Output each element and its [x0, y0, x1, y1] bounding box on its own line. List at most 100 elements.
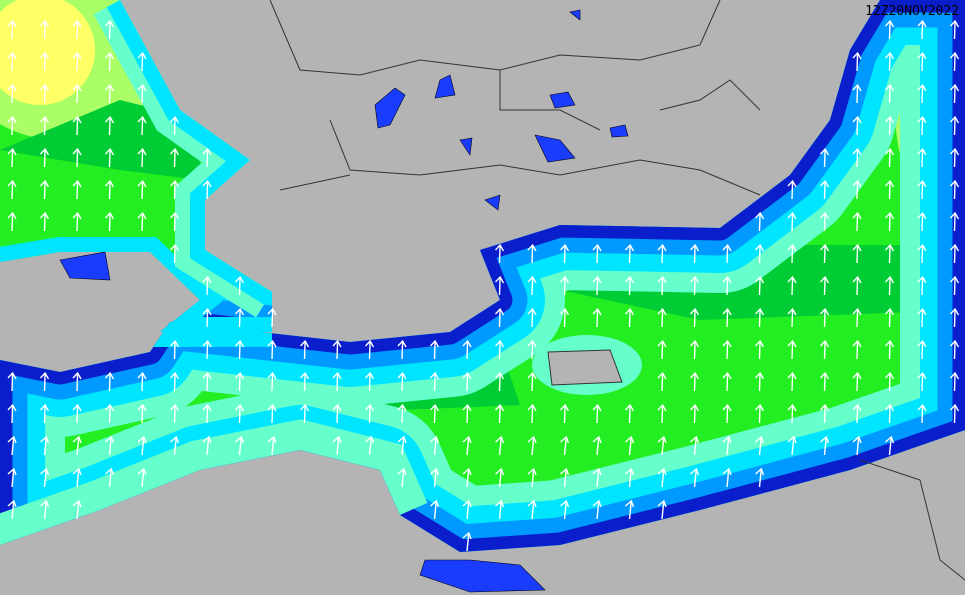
wave-arrow [137, 83, 147, 104]
wave-arrow [917, 307, 927, 328]
wave-arrow [917, 115, 927, 136]
wave-arrow [787, 211, 797, 232]
wave-arrow [560, 499, 570, 520]
wave-arrow [689, 371, 700, 392]
wave-arrow [234, 275, 245, 296]
wave-arrow [949, 115, 960, 136]
wave-arrow [104, 19, 115, 40]
wave-arrow [949, 147, 960, 168]
wave-arrow [722, 275, 732, 296]
wave-arrow [657, 467, 667, 488]
wave-arrow [754, 371, 765, 392]
wave-arrow [689, 243, 700, 264]
wave-arrow [462, 499, 472, 520]
wave-arrow [365, 435, 375, 456]
wave-arrow [787, 403, 797, 424]
wave-arrow [949, 275, 960, 296]
wave-arrow [105, 435, 115, 456]
wave-arrow [852, 435, 862, 456]
wave-arrow [787, 179, 797, 200]
wave-arrow [430, 435, 440, 456]
wave-arrow [267, 339, 277, 360]
wave-arrow [202, 371, 212, 392]
wave-arrow [592, 403, 602, 424]
wave-arrow [722, 307, 732, 328]
wave-arrow [397, 339, 407, 360]
island [547, 349, 623, 386]
wave-arrow [202, 339, 212, 360]
wave-arrow [104, 147, 115, 168]
wave-arrow [819, 339, 830, 360]
wave-arrow [169, 179, 180, 200]
wave-arrow [592, 435, 602, 456]
wave-arrow [657, 435, 667, 456]
wave-arrow [884, 339, 895, 360]
wave-arrow [7, 211, 17, 232]
wave-arrow [819, 403, 830, 424]
wave-arrow [884, 211, 895, 232]
wave-arrow [364, 339, 375, 360]
wave-arrow [819, 211, 830, 232]
wave-arrow [625, 435, 635, 456]
wave-arrow [72, 499, 82, 520]
wave-arrow [722, 403, 732, 424]
wave-arrow [169, 403, 180, 424]
wave-arrow [430, 499, 440, 520]
wave-arrow [624, 275, 635, 296]
wave-arrow [104, 403, 115, 424]
wave-arrow [494, 275, 505, 296]
wave-arrow [39, 403, 50, 424]
wave-arrow [169, 243, 180, 264]
wave-arrow [949, 371, 960, 392]
wave-arrow [917, 19, 927, 40]
wave-arrow [917, 211, 927, 232]
wave-arrow [105, 467, 115, 488]
wave-arrow [39, 371, 50, 392]
wave-arrow [495, 435, 505, 456]
wave-arrow [657, 371, 667, 392]
wave-arrow [494, 339, 505, 360]
wave-arrow [202, 307, 212, 328]
wave-arrow [917, 51, 927, 72]
wave-arrow [917, 371, 927, 392]
wave-arrow [852, 83, 862, 104]
wave-arrow [949, 19, 960, 40]
wave-arrow [104, 51, 115, 72]
wave-arrow [852, 403, 862, 424]
wave-arrow [72, 467, 82, 488]
wave-arrow [755, 467, 765, 488]
wave-arrow [364, 403, 375, 424]
wave-arrow [852, 339, 862, 360]
wave-arrow [559, 243, 570, 264]
wave-arrow [202, 435, 212, 456]
wave-arrow [104, 115, 115, 136]
wave-arrow [754, 403, 765, 424]
wave-arrow [787, 275, 797, 296]
wave-arrow [527, 435, 537, 456]
wave-arrow [852, 275, 862, 296]
wave-arrow [690, 435, 700, 456]
wave-arrow [104, 179, 115, 200]
wave-arrow [722, 435, 732, 456]
wave-arrow [592, 307, 602, 328]
wave-arrow [884, 51, 895, 72]
wave-arrow [917, 403, 927, 424]
wave-arrow [397, 371, 407, 392]
wave-arrow [429, 403, 440, 424]
wave-arrow [202, 403, 212, 424]
wave-arrow [722, 371, 732, 392]
wave-arrow [169, 211, 180, 232]
wave-arrow [397, 435, 407, 456]
wave-arrow [494, 403, 505, 424]
wave-arrow [949, 211, 960, 232]
wave-arrow [787, 307, 797, 328]
wave-arrow [72, 19, 82, 40]
wave-arrow [72, 435, 82, 456]
wave-arrow [884, 275, 895, 296]
wave-arrow [592, 243, 602, 264]
wave-arrow [949, 243, 960, 264]
wave-arrow [625, 499, 635, 520]
wave-arrow [852, 211, 862, 232]
